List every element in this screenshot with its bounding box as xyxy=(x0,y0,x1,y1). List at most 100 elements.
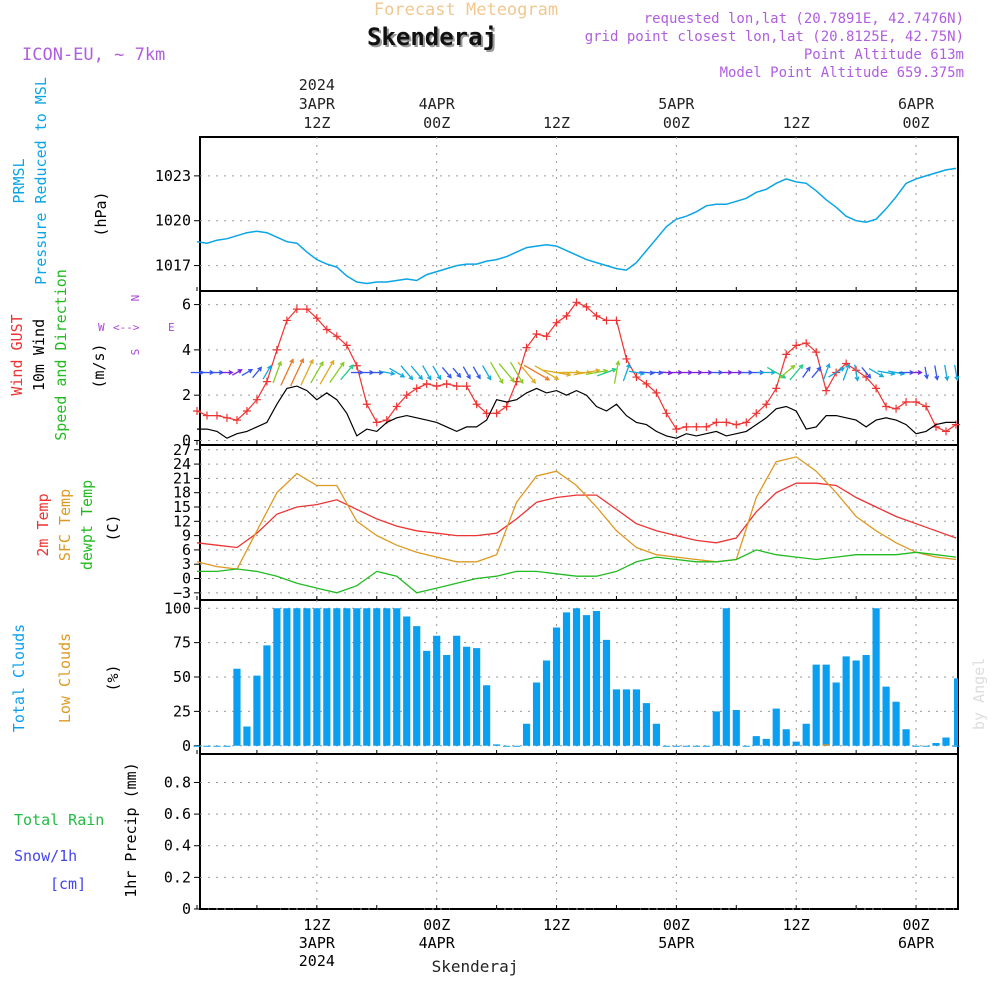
compass-e: E xyxy=(168,321,175,334)
y-tick-label: 0.2 xyxy=(164,868,191,886)
wind-arrow xyxy=(509,361,524,384)
location-title: Skenderaj xyxy=(367,23,497,51)
gust-marker xyxy=(722,418,731,427)
wind-arrow-head xyxy=(329,359,335,365)
wind-arrow-head xyxy=(854,376,860,382)
wind-arrow xyxy=(789,364,804,381)
total-cloud-bar xyxy=(732,710,740,746)
gust-marker xyxy=(422,379,431,388)
wind-arrow-head xyxy=(319,360,324,367)
y-tick-label: 0 xyxy=(182,900,191,918)
gust-marker xyxy=(282,316,291,325)
total-cloud-bar xyxy=(273,608,281,746)
wind-arrow-head xyxy=(603,368,609,374)
temp-label-2: dewpt Temp xyxy=(78,480,96,570)
gust-marker xyxy=(292,305,301,314)
total-cloud-bar xyxy=(612,689,621,746)
wind-arrow-head xyxy=(456,372,462,379)
gust-marker xyxy=(342,341,351,350)
wind-arrow-head xyxy=(531,378,537,384)
wind-arrow-head xyxy=(866,373,872,379)
bottom-tick-label: 2024 xyxy=(299,952,335,970)
gust-marker xyxy=(322,325,331,334)
wind-arrow xyxy=(441,366,452,379)
wind-arrow xyxy=(329,362,345,383)
total-cloud-bar xyxy=(922,745,930,747)
y-tick-label: 2 xyxy=(182,386,191,404)
gust-marker xyxy=(922,402,931,411)
requested-coords: requested lon,lat (20.7891E, 42.7476N) xyxy=(644,11,964,27)
gust-marker xyxy=(652,388,661,397)
y-tick-label: 0 xyxy=(182,737,191,755)
wind-arrow xyxy=(379,370,395,375)
gust-marker xyxy=(222,413,231,422)
gust-marker xyxy=(872,384,881,393)
grid-point-coords: grid point closest lon,lat (20.8125E, 42… xyxy=(585,29,964,45)
gust-marker xyxy=(772,384,781,393)
wind-arrow-head xyxy=(518,378,524,385)
compass-arrows: <--> xyxy=(113,321,140,334)
y-tick-label: 75 xyxy=(173,634,191,652)
total-cloud-bar xyxy=(383,608,391,746)
wind-arrow-head xyxy=(277,360,282,367)
gust-line xyxy=(196,301,957,433)
gust-marker xyxy=(452,382,461,391)
wind-arrow xyxy=(534,365,559,380)
wind-arrow xyxy=(628,370,645,375)
gust-marker xyxy=(412,384,421,393)
total-cloud-bar xyxy=(213,745,221,747)
top-tick-label: 12Z xyxy=(543,114,570,132)
total-cloud-bar xyxy=(353,608,361,746)
wind-arrow-head xyxy=(944,376,950,382)
total-cloud-bar xyxy=(582,615,591,746)
wind-arrow-head xyxy=(845,363,851,369)
gust-marker xyxy=(612,316,621,325)
y-tick-label: 18 xyxy=(173,484,191,502)
wind-arrow-head xyxy=(339,361,345,367)
gust-marker xyxy=(842,359,851,368)
y-tick-label: 0.6 xyxy=(164,805,191,823)
wind-arrow xyxy=(934,365,938,380)
wind-arrow xyxy=(811,366,821,379)
wind-arrow-head xyxy=(658,370,664,376)
wind-arrow-head xyxy=(486,375,492,381)
total-cloud-bar xyxy=(692,745,700,747)
wind-arrow xyxy=(262,365,272,380)
compass-n: N xyxy=(129,295,142,302)
total-cloud-bar xyxy=(203,745,211,747)
bottom-tick-label: 12Z xyxy=(543,916,570,934)
wind-arrow-head xyxy=(611,367,617,373)
total-cloud-bar xyxy=(912,745,920,747)
wind-arrow xyxy=(422,365,432,380)
total-cloud-bar xyxy=(842,656,850,746)
gust-marker xyxy=(752,409,761,418)
total-cloud-bar xyxy=(712,711,720,746)
y-tick-label: 1017 xyxy=(155,257,191,275)
total-cloud-bar xyxy=(562,612,571,746)
gust-marker xyxy=(262,377,271,386)
gust-marker xyxy=(392,402,401,411)
y-tick-label: 25 xyxy=(173,702,191,720)
total-cloud-bar xyxy=(333,608,341,746)
gust-marker xyxy=(232,416,241,425)
wind-arrow-head xyxy=(228,370,234,376)
total-cloud-bar xyxy=(243,726,251,746)
gust-marker xyxy=(882,402,891,411)
wind-arrow xyxy=(861,366,871,379)
top-tick-label: 5APR xyxy=(658,95,695,113)
wind-arrow-head xyxy=(247,368,254,374)
total-cloud-bar xyxy=(443,655,451,746)
wind-arrow-head xyxy=(426,375,432,381)
wind-arrow xyxy=(482,365,492,380)
wind-label-0: Wind GUST xyxy=(8,314,26,395)
total-cloud-bar xyxy=(503,745,511,747)
dewpt-line xyxy=(197,549,957,594)
wind-arrow xyxy=(272,361,282,384)
total-cloud-bar xyxy=(602,639,611,746)
top-tick-label: 3APR xyxy=(299,95,336,113)
total-cloud-bar xyxy=(463,646,471,746)
wind-arrow-head xyxy=(954,376,960,382)
total-cloud-bar xyxy=(343,608,351,746)
wind-arrow xyxy=(452,367,461,378)
total-cloud-bar xyxy=(862,655,870,746)
